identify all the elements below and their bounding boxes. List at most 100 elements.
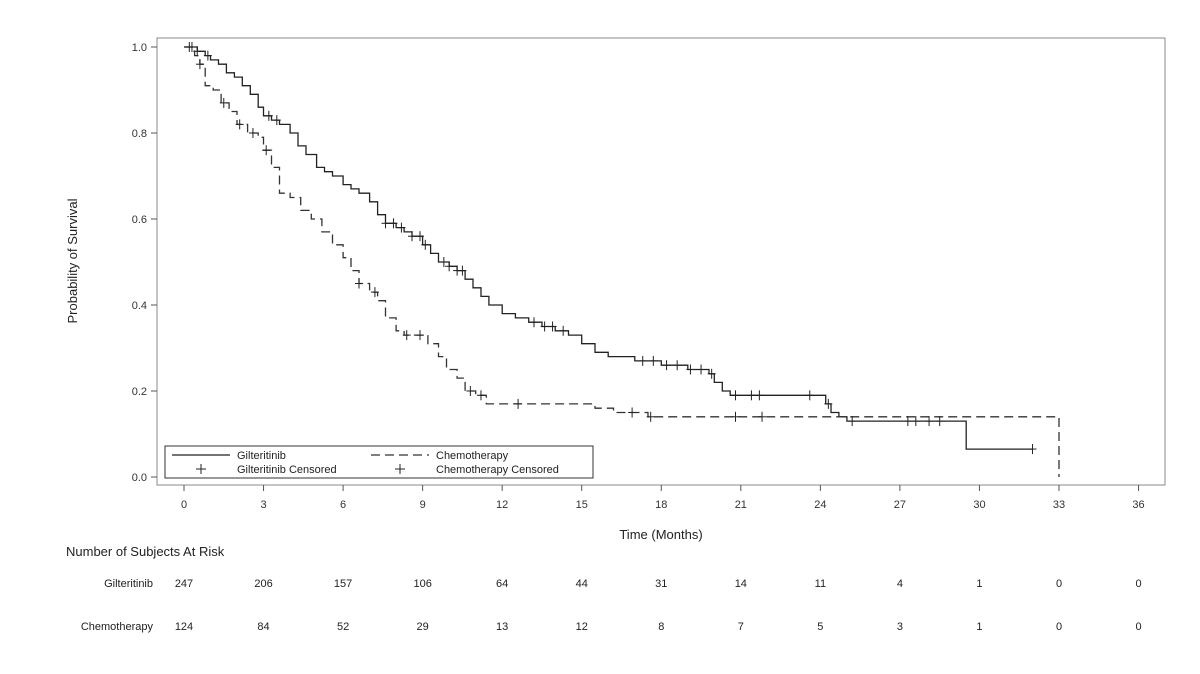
- at-risk-count: 64: [496, 578, 508, 590]
- at-risk-count: 13: [496, 621, 508, 633]
- chemotherapy-censor-mark: [476, 390, 485, 401]
- at-risk-count: 29: [417, 621, 429, 633]
- at-risk-count: 0: [1135, 578, 1141, 590]
- at-risk-count: 106: [413, 578, 431, 590]
- at-risk-count: 84: [257, 621, 269, 633]
- gilteritinib-censor-mark: [638, 355, 647, 366]
- chemotherapy-censor-mark: [758, 411, 767, 422]
- at-risk-count: 3: [897, 621, 903, 633]
- x-tick-label: 36: [1132, 499, 1144, 511]
- at-risk-count: 11: [815, 578, 826, 590]
- gilteritinib-censor-mark: [925, 416, 934, 427]
- chemotherapy-censor-mark: [195, 59, 204, 70]
- chemotherapy-censor-mark: [466, 386, 475, 396]
- at-risk-row-label: Chemotherapy: [81, 621, 154, 633]
- chemotherapy-censor-mark: [219, 97, 228, 108]
- x-tick-label: 18: [655, 499, 667, 511]
- gilteritinib-censor-mark: [903, 416, 912, 427]
- censor-layer: [185, 42, 1037, 455]
- chemotherapy-censor-mark: [628, 407, 637, 418]
- at-risk-count: 14: [735, 578, 747, 590]
- x-tick-label: 6: [340, 499, 346, 511]
- gilteritinib-censor-mark: [445, 261, 454, 272]
- legend-chemotherapy-censor-label: Chemotherapy Censored: [436, 464, 559, 476]
- series-layer: [184, 46, 1060, 477]
- gilteritinib-censor-mark: [421, 239, 430, 250]
- at-risk-count: 206: [254, 578, 272, 590]
- chemotherapy-censor-mark: [514, 398, 523, 409]
- x-tick-label: 15: [576, 499, 588, 511]
- x-tick-label: 33: [1053, 499, 1065, 511]
- gilteritinib-censor-mark: [824, 398, 833, 409]
- gilteritinib-censor-mark: [540, 321, 549, 332]
- at-risk-count: 7: [738, 621, 744, 633]
- chemotherapy-censor-mark: [248, 128, 257, 138]
- x-tick-label: 0: [181, 499, 187, 511]
- chemotherapy-censor-mark: [646, 411, 655, 422]
- x-tick-label: 27: [894, 499, 906, 511]
- at-risk-count: 52: [337, 621, 349, 633]
- at-risk-table: Gilteritinib 247 206 157 106 64 44 31 14 11 4 1 0 0Ch…: [81, 578, 1142, 633]
- y-tick-label: 0.4: [132, 300, 147, 312]
- at-risk-count: 5: [817, 621, 823, 633]
- y-tick-label: 0.2: [132, 386, 147, 398]
- at-risk-title: Number of Subjects At Risk: [66, 544, 225, 559]
- gilteritinib-censor-mark: [662, 360, 671, 371]
- gilteritinib-censor-mark: [848, 416, 857, 427]
- y-tick-label: 1.0: [132, 42, 147, 54]
- legend-gilteritinib-censor-label: Gilteritinib Censored: [237, 464, 337, 476]
- chemotherapy-censor-mark: [262, 145, 271, 156]
- chemotherapy-censor-mark: [415, 330, 424, 341]
- gilteritinib-censor-mark: [707, 368, 716, 379]
- gilteritinib-censor-mark: [686, 364, 695, 375]
- gilteritinib-censor-mark: [389, 218, 398, 229]
- y-axis-title: Probability of Survival: [65, 198, 80, 323]
- gilteritinib-censor-mark: [408, 231, 417, 242]
- y-axis: 0.0 0.2 0.4 0.6 0.8 1.0: [132, 42, 157, 484]
- at-risk-count: 157: [334, 578, 352, 590]
- y-tick-label: 0.0: [132, 472, 147, 484]
- legend-gilteritinib-censor-marker: [196, 464, 206, 474]
- plot-frame: [156, 37, 1166, 486]
- gilteritinib-censor-mark: [415, 231, 424, 242]
- gilteritinib-censor-mark: [805, 390, 814, 401]
- at-risk-count: 0: [1135, 621, 1141, 633]
- chemotherapy-censor-mark: [402, 330, 411, 341]
- x-axis-title: Time (Months): [619, 527, 702, 542]
- at-risk-count: 44: [576, 578, 588, 590]
- gilteritinib-censor-mark: [755, 390, 764, 401]
- gilteritinib-censor-mark: [747, 390, 756, 401]
- at-risk-count: 0: [1056, 621, 1062, 633]
- at-risk-row-label: Gilteritinib: [104, 578, 153, 590]
- at-risk-count: 0: [1056, 578, 1062, 590]
- gilteritinib-censor-mark: [272, 115, 281, 126]
- chemotherapy-censor-mark: [187, 42, 196, 52]
- chemotherapy-censor-mark: [370, 287, 379, 298]
- x-tick-label: 9: [420, 499, 426, 511]
- x-tick-label: 12: [496, 499, 508, 511]
- legend-gilteritinib-label: Gilteritinib: [237, 450, 286, 462]
- gilteritinib-censor-mark: [530, 317, 538, 328]
- chemotherapy-censor-mark: [731, 411, 740, 422]
- at-risk-count: 1: [976, 621, 982, 633]
- at-risk-count: 124: [175, 621, 193, 633]
- chemotherapy-censor-mark: [355, 278, 363, 289]
- legend-box: [164, 445, 594, 479]
- gilteritinib-censor-mark: [264, 110, 273, 121]
- y-tick-label: 0.8: [132, 128, 147, 140]
- x-tick-label: 24: [814, 499, 826, 511]
- gilteritinib-censor-mark: [731, 390, 740, 401]
- gilteritinib-censor-mark: [203, 50, 212, 61]
- at-risk-count: 1: [976, 578, 982, 590]
- legend-chemotherapy-censor-marker: [395, 464, 405, 474]
- gilteritinib-censor-mark: [381, 218, 390, 229]
- x-tick-label: 3: [260, 499, 266, 511]
- x-tick-label: 21: [735, 499, 747, 511]
- gilteritinib-survival-curve: [184, 46, 1033, 450]
- gilteritinib-censor-mark: [911, 416, 920, 427]
- at-risk-count: 31: [655, 578, 667, 590]
- gilteritinib-censor-mark: [649, 355, 658, 366]
- gilteritinib-censor-mark: [397, 222, 406, 233]
- at-risk-count: 247: [175, 578, 193, 590]
